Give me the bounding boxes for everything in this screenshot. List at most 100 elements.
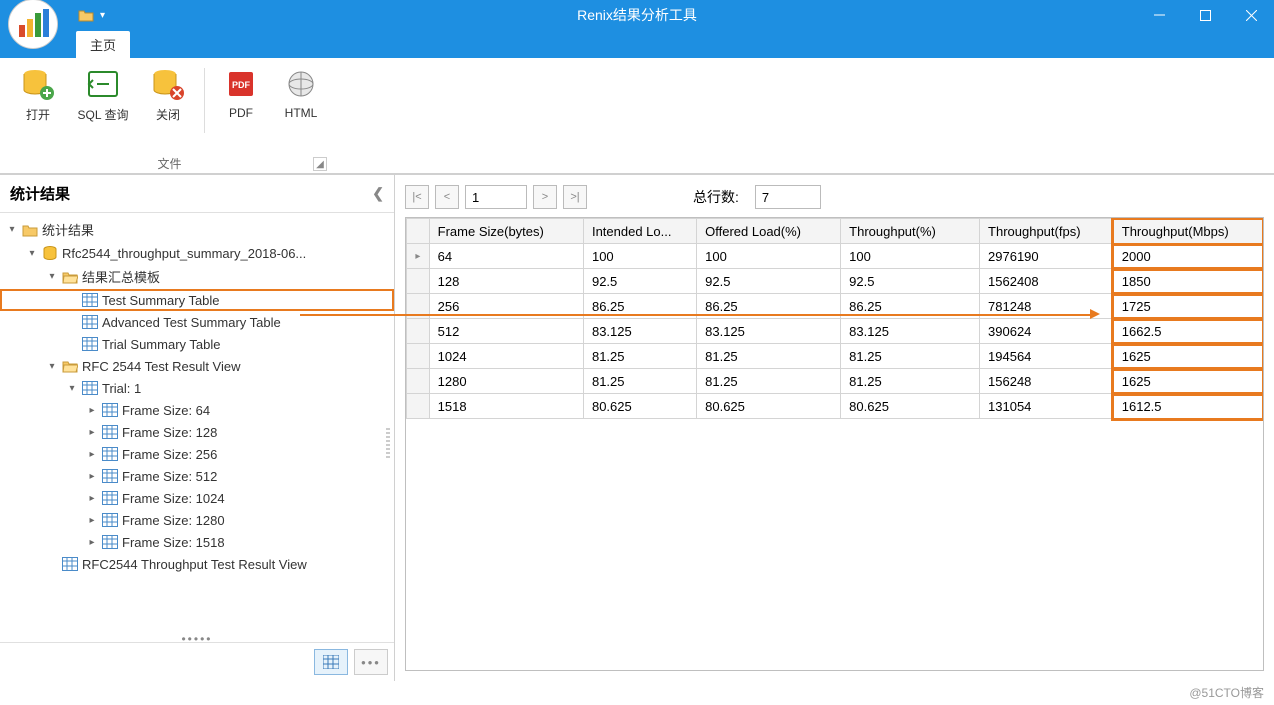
cell[interactable]: 390624 xyxy=(980,319,1114,344)
column-header[interactable]: Offered Load(%) xyxy=(697,219,841,244)
cell[interactable]: 512 xyxy=(429,319,583,344)
dialog-launcher[interactable]: ◢ xyxy=(313,157,327,171)
row-header[interactable] xyxy=(407,369,430,394)
cell[interactable]: 156248 xyxy=(980,369,1114,394)
data-grid[interactable]: Frame Size(bytes)Intended Lo...Offered L… xyxy=(405,217,1264,671)
row-header[interactable] xyxy=(407,319,430,344)
sql-button[interactable]: SQL 查询 xyxy=(70,64,136,153)
last-page-button[interactable]: >| xyxy=(563,185,587,209)
cell[interactable]: 81.25 xyxy=(841,344,980,369)
cell[interactable]: 80.625 xyxy=(583,394,696,419)
row-header[interactable] xyxy=(407,269,430,294)
tree-toggle-icon[interactable]: ▸ xyxy=(86,427,98,438)
cell[interactable]: 83.125 xyxy=(697,319,841,344)
cell[interactable]: 81.25 xyxy=(697,369,841,394)
view-more-button[interactable]: ••• xyxy=(354,649,388,675)
result-tree[interactable]: ▾统计结果▾Rfc2544_throughput_summary_2018-06… xyxy=(0,213,394,628)
cell[interactable]: 1625 xyxy=(1113,344,1262,369)
cell[interactable]: 80.625 xyxy=(697,394,841,419)
cell[interactable]: 100 xyxy=(697,244,841,269)
tree-toggle-icon[interactable]: ▸ xyxy=(86,449,98,460)
row-header[interactable] xyxy=(407,344,430,369)
tree-toggle-icon[interactable]: ▾ xyxy=(46,361,58,372)
maximize-button[interactable] xyxy=(1182,0,1228,30)
cell[interactable]: 92.5 xyxy=(697,269,841,294)
html-button[interactable]: HTML xyxy=(273,64,329,153)
close-db-button[interactable]: 关闭 xyxy=(140,64,196,153)
cell[interactable]: 81.25 xyxy=(841,369,980,394)
cell[interactable]: 1518 xyxy=(429,394,583,419)
tree-node[interactable]: ▾统计结果 xyxy=(0,217,394,242)
table-row[interactable]: 12892.592.592.515624081850 xyxy=(407,269,1263,294)
collapse-sidebar-icon[interactable]: ❮ xyxy=(372,185,384,202)
cell[interactable]: 1850 xyxy=(1113,269,1262,294)
cell[interactable]: 2976190 xyxy=(980,244,1114,269)
cell[interactable]: 81.25 xyxy=(583,344,696,369)
tree-node[interactable]: ▾结果汇总模板 xyxy=(0,264,394,289)
cell[interactable]: 80.625 xyxy=(841,394,980,419)
cell[interactable]: 2000 xyxy=(1113,244,1262,269)
drag-handle-icon[interactable] xyxy=(386,428,390,458)
cell[interactable]: 194564 xyxy=(980,344,1114,369)
cell[interactable]: 83.125 xyxy=(841,319,980,344)
minimize-button[interactable] xyxy=(1136,0,1182,30)
pdf-button[interactable]: PDF PDF xyxy=(213,64,269,153)
open-button[interactable]: 打开 xyxy=(10,64,66,153)
column-header[interactable]: Throughput(fps) xyxy=(980,219,1114,244)
column-header[interactable]: Intended Lo... xyxy=(583,219,696,244)
table-row[interactable]: 151880.62580.62580.6251310541612.5 xyxy=(407,394,1263,419)
prev-page-button[interactable]: < xyxy=(435,185,459,209)
tree-node[interactable]: ▾Rfc2544_throughput_summary_2018-06... xyxy=(0,242,394,264)
tree-node[interactable]: Trial Summary Table xyxy=(0,333,394,355)
folder-icon[interactable] xyxy=(78,7,94,23)
tree-node[interactable]: ▾Trial: 1 xyxy=(0,377,394,399)
page-input[interactable] xyxy=(465,185,527,209)
table-row[interactable]: 51283.12583.12583.1253906241662.5 xyxy=(407,319,1263,344)
row-header[interactable] xyxy=(407,394,430,419)
tree-toggle-icon[interactable]: ▸ xyxy=(86,405,98,416)
column-header[interactable]: Throughput(%) xyxy=(841,219,980,244)
cell[interactable]: 100 xyxy=(841,244,980,269)
tree-node[interactable]: ▸Frame Size: 1024 xyxy=(0,487,394,509)
close-button[interactable] xyxy=(1228,0,1274,30)
tree-toggle-icon[interactable]: ▾ xyxy=(26,248,38,259)
tree-node[interactable]: ▸Frame Size: 1280 xyxy=(0,509,394,531)
first-page-button[interactable]: |< xyxy=(405,185,429,209)
cell[interactable]: 1625 xyxy=(1113,369,1262,394)
cell[interactable]: 92.5 xyxy=(583,269,696,294)
tree-node[interactable]: ▾RFC 2544 Test Result View xyxy=(0,355,394,377)
tree-toggle-icon[interactable]: ▾ xyxy=(6,224,18,235)
cell[interactable]: 81.25 xyxy=(583,369,696,394)
tab-home[interactable]: 主页 xyxy=(76,31,130,58)
tree-toggle-icon[interactable]: ▸ xyxy=(86,537,98,548)
cell[interactable]: 1280 xyxy=(429,369,583,394)
column-header[interactable]: Frame Size(bytes) xyxy=(429,219,583,244)
cell[interactable]: 83.125 xyxy=(583,319,696,344)
tree-node[interactable]: ▸Frame Size: 256 xyxy=(0,443,394,465)
cell[interactable]: 131054 xyxy=(980,394,1114,419)
tree-toggle-icon[interactable]: ▸ xyxy=(86,493,98,504)
cell[interactable]: 1024 xyxy=(429,344,583,369)
cell[interactable]: 92.5 xyxy=(841,269,980,294)
table-row[interactable]: 102481.2581.2581.251945641625 xyxy=(407,344,1263,369)
tree-toggle-icon[interactable]: ▸ xyxy=(86,471,98,482)
tree-node[interactable]: ▸Frame Size: 1518 xyxy=(0,531,394,553)
cell[interactable]: 1562408 xyxy=(980,269,1114,294)
cell[interactable]: 128 xyxy=(429,269,583,294)
tree-toggle-icon[interactable]: ▾ xyxy=(46,271,58,282)
tree-node[interactable]: ▸Frame Size: 128 xyxy=(0,421,394,443)
table-row[interactable]: ▸6410010010029761902000 xyxy=(407,244,1263,269)
tree-toggle-icon[interactable]: ▸ xyxy=(86,515,98,526)
tree-node[interactable]: ▸Frame Size: 64 xyxy=(0,399,394,421)
view-grid-button[interactable] xyxy=(314,649,348,675)
column-header[interactable]: Throughput(Mbps) xyxy=(1113,219,1262,244)
row-header[interactable]: ▸ xyxy=(407,244,430,269)
cell[interactable]: 1662.5 xyxy=(1113,319,1262,344)
tree-node[interactable]: ▸Frame Size: 512 xyxy=(0,465,394,487)
cell[interactable]: 64 xyxy=(429,244,583,269)
cell[interactable]: 81.25 xyxy=(697,344,841,369)
cell[interactable]: 1612.5 xyxy=(1113,394,1262,419)
tree-node[interactable]: RFC2544 Throughput Test Result View xyxy=(0,553,394,575)
cell[interactable]: 1725 xyxy=(1113,294,1262,319)
table-row[interactable]: 128081.2581.2581.251562481625 xyxy=(407,369,1263,394)
